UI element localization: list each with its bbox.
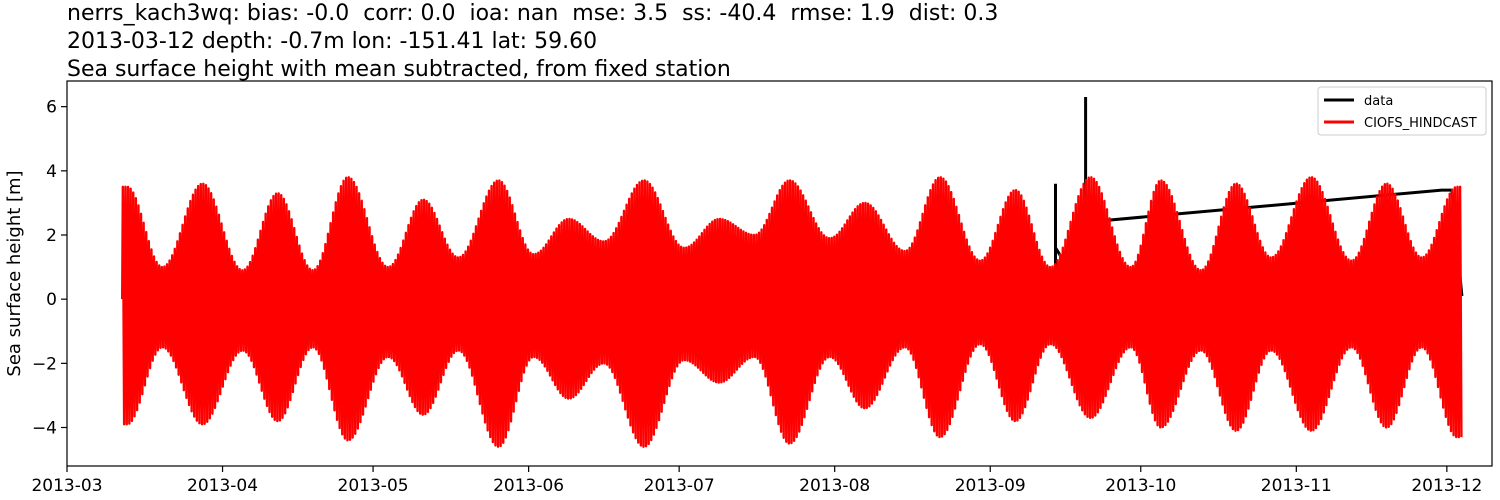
- title-line-2: 2013-03-12 depth: -0.7m lon: -151.41 lat…: [67, 29, 598, 54]
- title-line-1: nerrs_kach3wq: bias: -0.0 corr: 0.0 ioa:…: [67, 1, 999, 26]
- y-axis-label: Sea surface height [m]: [4, 170, 25, 376]
- axes-frame: [66, 80, 1493, 467]
- legend-box: [1317, 86, 1487, 136]
- x-tick-label: 2013-09: [955, 476, 1026, 496]
- title-line-3: Sea surface height with mean subtracted,…: [67, 57, 731, 82]
- y-tick-label: −2: [32, 354, 57, 374]
- x-tick-label: 2013-11: [1261, 476, 1332, 496]
- legend-label: CIOFS_HINDCAST: [1364, 116, 1477, 131]
- y-axis: −4 −2 0 2 4 6: [32, 98, 67, 439]
- legend-label: data: [1364, 94, 1393, 109]
- chart-title: nerrs_kach3wq: bias: -0.0 corr: 0.0 ioa:…: [67, 0, 998, 84]
- x-tick-label: 2013-05: [338, 476, 409, 496]
- x-tick-label: 2013-07: [644, 476, 715, 496]
- y-tick-label: 6: [46, 98, 57, 118]
- x-tick-label: 2013-03: [31, 476, 102, 496]
- y-tick-label: 4: [46, 162, 57, 182]
- x-tick-label: 2013-08: [799, 476, 870, 496]
- plot-area: [120, 97, 1464, 448]
- x-tick-label: 2013-10: [1105, 476, 1176, 496]
- x-tick-label: 2013-06: [493, 476, 564, 496]
- y-tick-label: 2: [46, 226, 57, 246]
- legend: data CIOFS_HINDCAST: [1317, 86, 1487, 136]
- x-axis: 2013-03 2013-04 2013-05 2013-06 2013-07 2013-…: [31, 466, 1482, 496]
- x-tick-label: 2013-12: [1411, 476, 1482, 496]
- x-tick-label: 2013-04: [187, 476, 258, 496]
- y-tick-label: −4: [32, 419, 57, 439]
- series-line-ciofs-hindcast: [120, 176, 1463, 448]
- y-tick-label: 0: [46, 290, 57, 310]
